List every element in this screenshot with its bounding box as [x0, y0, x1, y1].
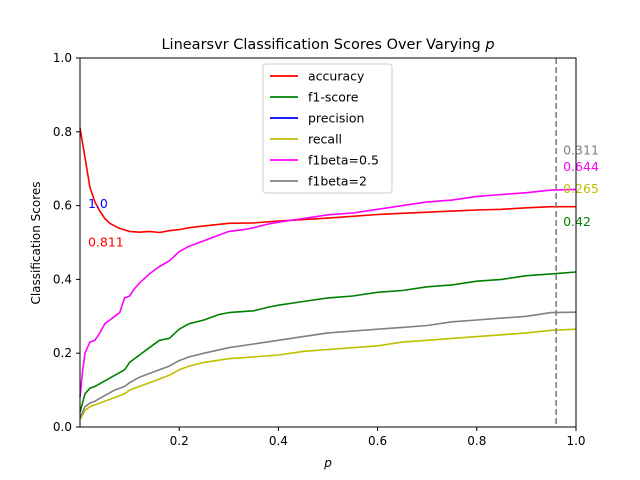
legend-label: f1-score — [308, 90, 359, 105]
legend: accuracy f1-score precision recall f1beta=0.… — [262, 63, 393, 194]
series-line-f1beta-0-5 — [79, 188, 577, 398]
series-line-f1beta-2 — [79, 311, 577, 419]
y-tick-label: 1.0 — [53, 51, 72, 65]
annotation-label: 0.311 — [563, 142, 599, 157]
x-tick-label: 0.8 — [467, 434, 486, 448]
annotation-label: 0.811 — [88, 235, 124, 250]
chart-title-text: Linearsvr Classification Scores Over Var… — [161, 37, 485, 53]
x-tick-label: 0.6 — [368, 434, 387, 448]
annotation-label: 0.42 — [563, 214, 591, 229]
annotation-label: 1.0 — [88, 196, 108, 211]
legend-label: accuracy — [308, 69, 365, 84]
annotation-label: 0.644 — [563, 159, 599, 174]
y-tick-label: 0.6 — [53, 199, 72, 213]
x-tick-label: 0.4 — [269, 434, 288, 448]
plot-area: 1.0 0.811 0.311 0.644 0.265 0.42 0.2 0.4 0.6 0.8 1… — [53, 51, 599, 448]
legend-label: f1beta=2 — [308, 174, 367, 189]
legend-label: f1beta=0.5 — [308, 153, 379, 168]
chart-title: Linearsvr Classification Scores Over Var… — [161, 37, 494, 53]
series-line-recall — [79, 328, 577, 420]
y-tick-label: 0.2 — [53, 346, 72, 360]
series-line-accuracy — [79, 127, 576, 234]
y-tick-label: 0.4 — [53, 272, 72, 286]
annotation-label: 0.265 — [563, 181, 599, 196]
legend-label: recall — [308, 132, 342, 147]
axes-frame — [79, 57, 577, 428]
x-tick-label: 0.2 — [170, 434, 189, 448]
y-tick-label: 0.8 — [53, 125, 72, 139]
legend-label: precision — [308, 111, 364, 126]
y-tick-label: 0.0 — [53, 420, 72, 434]
legend-entries: accuracy f1-score precision recall f1beta=0.… — [270, 69, 379, 189]
chart-title-variable: p — [484, 37, 494, 53]
series-line-f1-score — [79, 271, 577, 413]
y-axis-label: Classification Scores — [29, 181, 43, 304]
x-axis-label: p — [323, 456, 332, 470]
x-tick-label: 1.0 — [566, 434, 585, 448]
